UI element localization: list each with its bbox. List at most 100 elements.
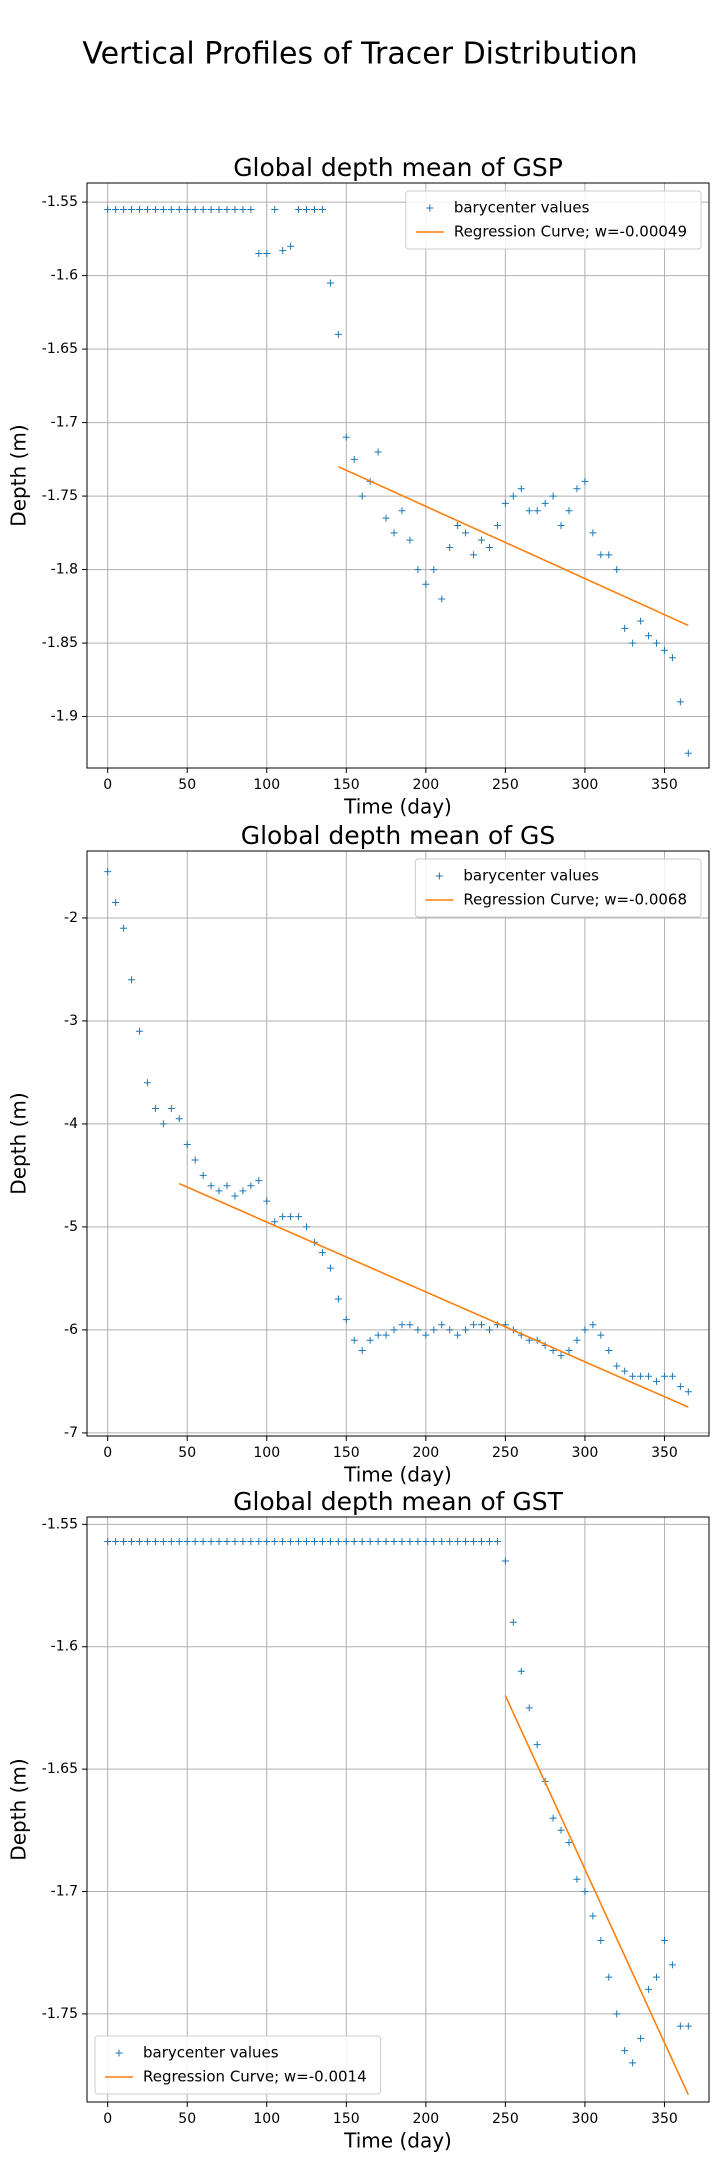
- data-point: [143, 205, 151, 213]
- data-point: [454, 1537, 462, 1545]
- x-tick-label: 200: [412, 2111, 439, 2127]
- chart-title: Global depth mean of GS: [241, 821, 556, 850]
- data-point: [215, 1187, 223, 1195]
- x-tick-label: 100: [253, 1445, 280, 1461]
- data-point: [446, 544, 454, 552]
- y-tick-label: -1.9: [51, 709, 78, 725]
- data-point: [549, 492, 557, 500]
- x-tick-label: 0: [103, 1445, 112, 1461]
- data-point: [342, 1537, 350, 1545]
- data-point: [557, 1826, 565, 1834]
- data-point: [326, 279, 334, 287]
- chart-title: Global depth mean of GST: [233, 1487, 564, 1516]
- data-point: [676, 1383, 684, 1391]
- regression-line: [178, 1182, 689, 1408]
- data-point: [414, 566, 422, 574]
- plot-frame: [86, 182, 710, 769]
- x-axis-label: Time (day): [343, 2129, 452, 2153]
- data-point: [573, 1875, 581, 1883]
- data-point: [366, 1537, 374, 1545]
- regression-line: [338, 465, 689, 627]
- data-point: [159, 1537, 167, 1545]
- x-tick-label: 0: [103, 777, 112, 793]
- data-point: [597, 1936, 605, 1944]
- data-point: [438, 1537, 446, 1545]
- data-point: [430, 566, 438, 574]
- data-point: [128, 205, 136, 213]
- data-point: [533, 507, 541, 515]
- x-tick-label: 250: [492, 1445, 519, 1461]
- legend-box: [414, 858, 702, 918]
- data-point: [159, 205, 167, 213]
- y-tick-label: -1.55: [42, 194, 78, 210]
- x-tick-label: 200: [412, 777, 439, 793]
- legend-swatch: [115, 2049, 123, 2057]
- data-point: [470, 1321, 478, 1329]
- data-point: [175, 205, 183, 213]
- data-point: [493, 521, 501, 529]
- data-point: [621, 2047, 629, 2055]
- x-tick-label: 100: [253, 2111, 280, 2127]
- data-point: [414, 1537, 422, 1545]
- data-point: [501, 1557, 509, 1565]
- data-point: [462, 1326, 470, 1334]
- data-point: [653, 639, 661, 647]
- data-point: [605, 551, 613, 559]
- data-point: [143, 1079, 151, 1087]
- data-point: [199, 205, 207, 213]
- legend: barycenter values Regression Curve; w=-0.…: [405, 190, 702, 250]
- data-point: [326, 1264, 334, 1272]
- data-point: [120, 1537, 128, 1545]
- x-axis-label: Time (day): [343, 795, 452, 819]
- data-point: [247, 1182, 255, 1190]
- data-point: [255, 250, 263, 258]
- data-point: [621, 1367, 629, 1375]
- data-point: [287, 1213, 295, 1221]
- data-point: [676, 698, 684, 706]
- data-point: [120, 205, 128, 213]
- data-point: [334, 330, 342, 338]
- data-point: [597, 1331, 605, 1339]
- data-point: [128, 976, 136, 984]
- data-point: [358, 1537, 366, 1545]
- x-tick-label: 150: [333, 1445, 360, 1461]
- data-point: [422, 580, 430, 588]
- data-point: [207, 1182, 215, 1190]
- legend-label: Regression Curve; w=-0.00049: [454, 223, 687, 241]
- legend-box: [405, 190, 702, 250]
- plot-frame: [86, 1516, 710, 2103]
- data-point: [366, 1336, 374, 1344]
- legend: barycenter values Regression Curve; w=-0.…: [414, 858, 702, 918]
- data-point: [637, 2034, 645, 2042]
- data-point: [183, 1537, 191, 1545]
- data-point: [645, 1985, 653, 1993]
- data-point: [462, 1537, 470, 1545]
- data-point: [589, 1912, 597, 1920]
- data-point: [589, 529, 597, 537]
- x-tick-label: 200: [412, 1445, 439, 1461]
- data-point: [318, 1537, 326, 1545]
- data-point: [247, 1537, 255, 1545]
- data-point: [565, 507, 573, 515]
- data-point: [215, 1537, 223, 1545]
- data-point: [350, 1336, 358, 1344]
- data-point: [565, 1347, 573, 1355]
- data-point: [398, 1537, 406, 1545]
- data-point: [605, 1973, 613, 1981]
- data-point: [398, 507, 406, 515]
- data-point: [422, 1331, 430, 1339]
- data-point: [223, 205, 231, 213]
- legend-box: [94, 2035, 382, 2095]
- y-tick-label: -2: [64, 910, 78, 926]
- data-point: [406, 1321, 414, 1329]
- data-point: [525, 1704, 533, 1712]
- legend-swatch: [426, 204, 434, 212]
- data-point: [621, 624, 629, 632]
- data-point: [326, 1537, 334, 1545]
- data-point: [310, 205, 318, 213]
- data-point: [303, 1537, 311, 1545]
- x-tick-label: 0: [103, 2111, 112, 2127]
- data-point: [660, 1936, 668, 1944]
- data-point: [557, 521, 565, 529]
